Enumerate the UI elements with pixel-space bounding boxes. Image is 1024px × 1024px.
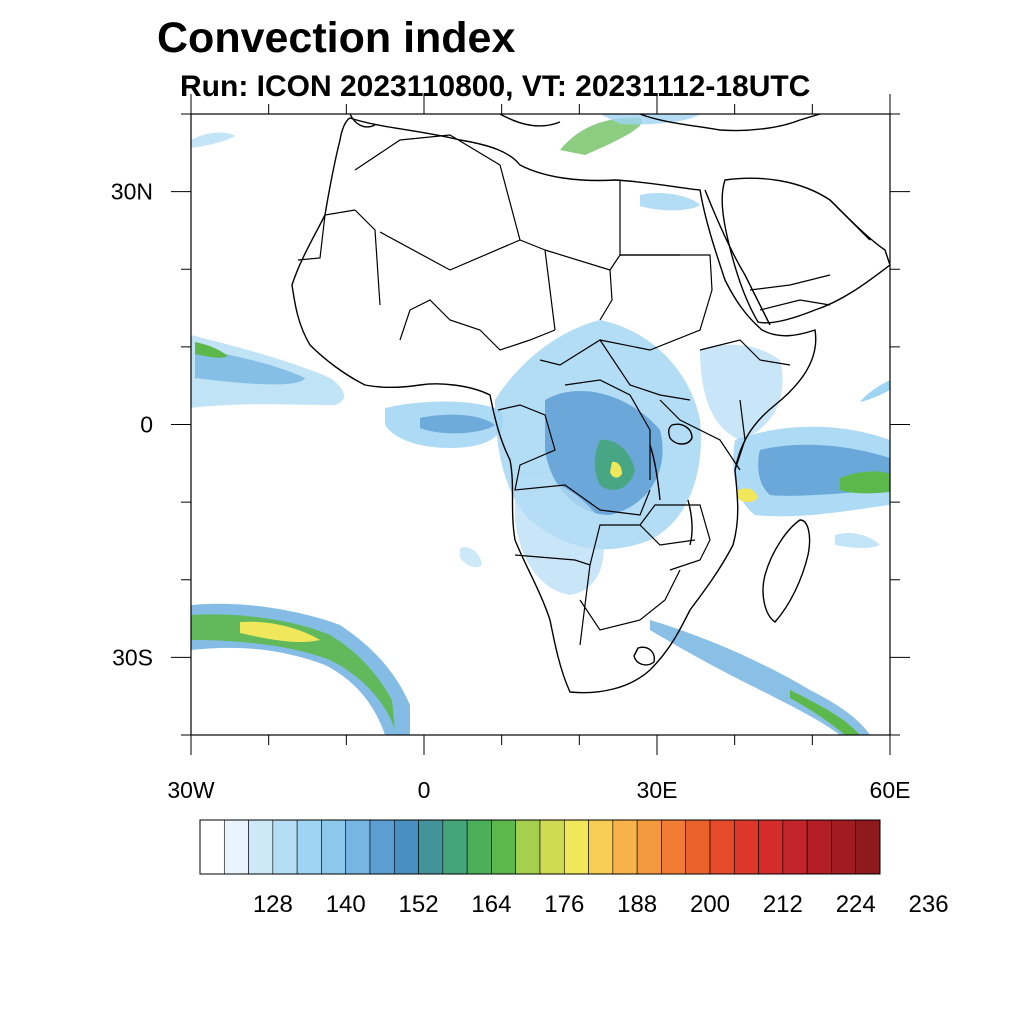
colorbar-swatch [418,819,444,875]
colorbar-labels: 128 140 152 164 176 188 200 212 224 236 [253,891,949,918]
colorbar-swatch [685,819,711,875]
madagascar-coastline [762,519,811,623]
colorbar [199,819,881,875]
colorbar-swatch [199,819,225,875]
persian-gulf [829,199,871,241]
colorbar-swatch [321,819,347,875]
colorbar-label: 212 [763,891,803,918]
colorbar-frame [199,819,881,875]
lat-tick-label: 0 [140,412,153,438]
field-central-africa-max [610,461,622,478]
colorbar-swatch [758,819,784,875]
field-patch-3 [835,533,880,549]
map-title: Convection index [157,14,516,62]
colorbar-swatch [661,819,687,875]
lesotho [633,646,655,666]
africa-coastline [291,117,817,694]
lake-victoria [667,423,693,445]
border-4 [619,180,680,256]
field-patch-4 [860,380,890,402]
field-indian-ocean-max [738,488,758,503]
colorbar-label: 164 [471,891,511,918]
field-south-atlantic-peak [240,621,320,643]
colorbar-swatch [855,819,881,875]
colorbar-swatch [831,819,857,875]
colorbar-label: 152 [399,891,439,918]
colorbar-swatch [345,819,371,875]
colorbar-label: 188 [617,891,657,918]
border-9 [699,339,791,471]
lat-tick-label: 30N [111,179,153,205]
colorbar-swatch [563,819,589,875]
border-2 [297,134,521,261]
colorbar-swatch [733,819,759,875]
red-sea [704,189,771,326]
colorbar-swatch [296,819,322,875]
border-7 [497,404,651,516]
colorbar-swatch [588,819,614,875]
border-1 [354,209,556,331]
field-southern-africa [515,477,604,595]
convection-field [191,114,890,735]
field-north-east [640,193,700,211]
colorbar-swatch [223,819,249,875]
colorbar-swatch [393,819,419,875]
colorbar-swatch [442,819,468,875]
colorbar-swatch [491,819,517,875]
field-band-gulf-guinea-core [420,414,495,434]
colorbar-label: 224 [836,891,876,918]
country-borders [297,134,831,646]
colorbar-label: 140 [326,891,366,918]
field-patch-1 [191,132,235,148]
field-indian-ocean-peak [840,471,890,494]
lon-tick-label: 0 [418,777,431,803]
iberia-coast [349,114,376,128]
colorbar-label: 236 [909,891,949,918]
coastlines [291,114,890,694]
colorbar-swatch [515,819,541,875]
colorbar-swatch [248,819,274,875]
field-mediterranean-top [600,114,700,125]
border-3 [544,249,713,321]
colorbar-swatch [636,819,662,875]
lon-tick-label: 60E [870,777,911,803]
lon-tick-label: 30W [167,777,215,803]
lake-malawi [687,499,693,546]
field-south-indian-core [790,690,860,735]
latitude-ticks: 30N 0 30S [111,113,910,736]
field-mediterranean [560,117,642,155]
colorbar-label: 128 [253,891,293,918]
colorbar-swatch [806,819,832,875]
colorbar-swatch [612,819,638,875]
border-11 [639,504,711,571]
border-10 [514,524,696,646]
lon-tick-label: 30E [637,777,678,803]
field-east-africa [700,344,783,440]
longitude-ticks: 30W 0 30E 60E [167,94,910,803]
field-patch-2 [460,547,482,568]
border-6 [539,289,713,401]
colorbar-swatch [272,819,298,875]
border-12 [749,274,831,311]
colorbar-label: 176 [544,891,584,918]
border-8 [564,379,741,480]
border-5 [399,299,556,351]
colorbar-swatch [539,819,565,875]
colorbar-swatch [782,819,808,875]
colorbar-swatch [466,819,492,875]
lat-tick-label: 30S [112,644,153,670]
colorbar-swatch [369,819,395,875]
map-subtitle: Run: ICON 2023110800, VT: 20231112-18UTC [180,70,811,103]
field-band-west-atlantic-peak [195,342,228,358]
mediterranean-north-coast [499,114,821,132]
colorbar-label: 200 [690,891,730,918]
lake-tanganyika [649,444,661,501]
colorbar-swatch [709,819,735,875]
